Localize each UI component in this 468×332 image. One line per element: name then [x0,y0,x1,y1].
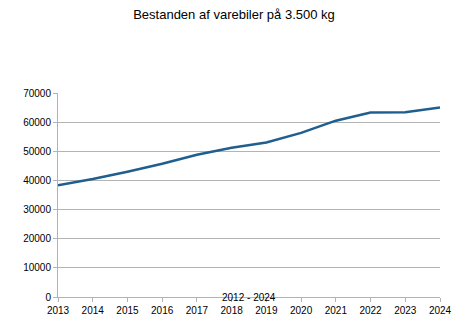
svg-text:30000: 30000 [23,204,51,215]
svg-text:2015: 2015 [116,305,139,316]
svg-text:Bestanden af varebiler på 3.50: Bestanden af varebiler på 3.500 kg [133,7,335,22]
svg-text:2017: 2017 [186,305,209,316]
svg-text:20000: 20000 [23,233,51,244]
svg-text:2016: 2016 [151,305,174,316]
svg-text:50000: 50000 [23,146,51,157]
svg-text:2018: 2018 [221,305,244,316]
svg-text:2024: 2024 [429,305,452,316]
svg-text:2013: 2013 [47,305,70,316]
svg-text:40000: 40000 [23,175,51,186]
svg-text:2021: 2021 [325,305,348,316]
svg-text:2019: 2019 [255,305,278,316]
svg-text:60000: 60000 [23,117,51,128]
svg-text:2012 - 2024: 2012 - 2024 [222,292,276,303]
svg-text:2022: 2022 [359,305,382,316]
svg-text:2023: 2023 [394,305,417,316]
svg-text:2014: 2014 [82,305,105,316]
svg-text:0: 0 [45,292,51,303]
svg-text:2020: 2020 [290,305,313,316]
svg-text:70000: 70000 [23,88,51,99]
svg-text:10000: 10000 [23,262,51,273]
